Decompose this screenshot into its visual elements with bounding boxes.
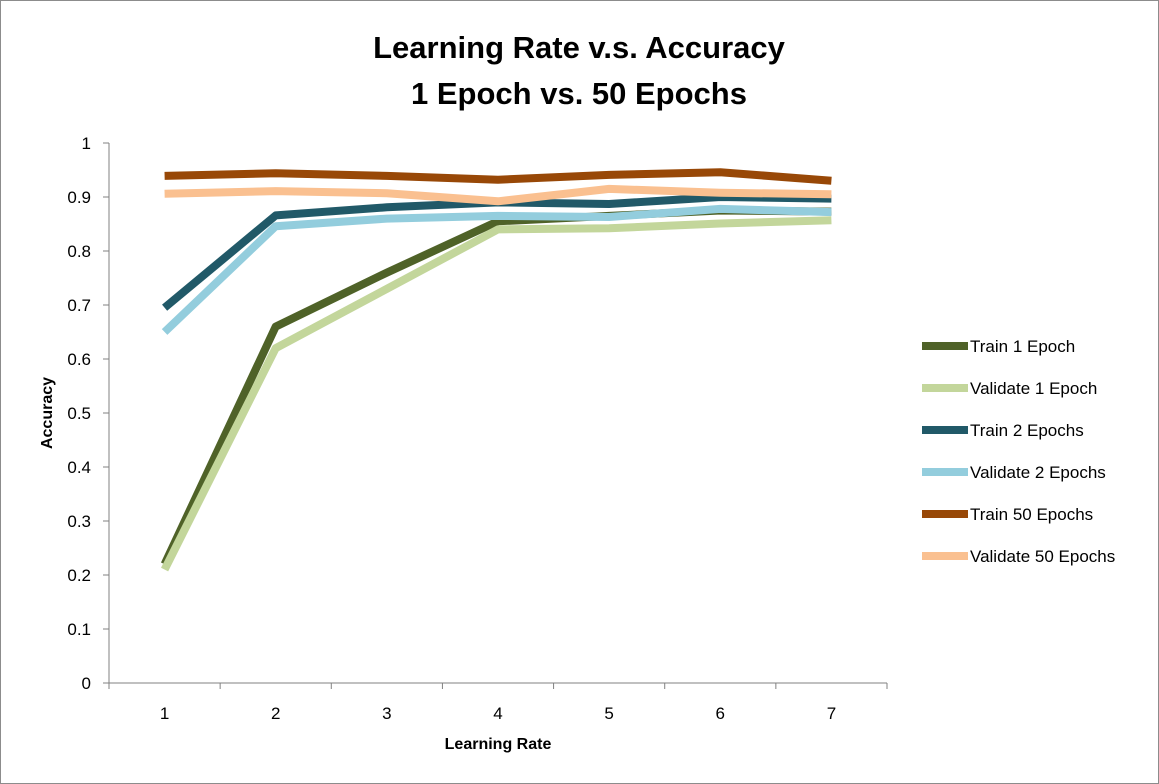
- x-axis-ticks: 1 2 3 4 5 6 7: [108, 683, 888, 723]
- x-tick-label: 2: [271, 704, 280, 723]
- y-tick-label: 0.9: [67, 188, 91, 207]
- y-tick-label: 0.6: [67, 350, 91, 369]
- y-tick-label: 0.4: [67, 458, 91, 477]
- series-line-validate-2-epochs: [161, 204, 832, 335]
- series-line-validate-50-epochs: [164, 184, 832, 206]
- y-tick-label: 0.5: [67, 404, 91, 423]
- legend-label: Train 2 Epochs: [970, 421, 1084, 440]
- y-tick-label: 0.3: [67, 512, 91, 531]
- y-tick-label: 1: [82, 134, 91, 153]
- y-tick-label: 0.8: [67, 242, 91, 261]
- y-axis-title: Accuracy: [39, 377, 56, 449]
- x-tick-label: 7: [827, 704, 836, 723]
- y-tick-label: 0.1: [67, 620, 91, 639]
- legend-label: Validate 1 Epoch: [970, 379, 1097, 398]
- series-line-train-50-epochs: [164, 168, 832, 185]
- chart-title: Learning Rate v.s. Accuracy 1 Epoch vs. …: [373, 30, 786, 111]
- x-tick-label: 4: [493, 704, 502, 723]
- legend-label: Train 50 Epochs: [970, 505, 1093, 524]
- legend-label: Validate 2 Epochs: [970, 463, 1106, 482]
- x-tick-label: 5: [604, 704, 613, 723]
- x-tick-label: 3: [382, 704, 391, 723]
- x-tick-label: 6: [716, 704, 725, 723]
- y-axis-ticks: 0 0.1 0.2 0.3 0.4 0.5 0.6 0.7 0.8 0.9 1: [67, 134, 109, 693]
- chart-title-line-1: Learning Rate v.s. Accuracy: [373, 30, 786, 65]
- x-axis-title: Learning Rate: [445, 736, 552, 753]
- legend-label: Validate 50 Epochs: [970, 547, 1115, 566]
- legend: Train 1 Epoch Validate 1 Epoch Train 2 Epo…: [922, 337, 1115, 566]
- series-line-train-1-epoch: [160, 206, 832, 566]
- series-lines: [160, 168, 832, 572]
- y-tick-label: 0.7: [67, 296, 91, 315]
- y-tick-label: 0.2: [67, 566, 91, 585]
- y-tick-label: 0: [82, 674, 91, 693]
- series-line-validate-1-epoch: [161, 216, 832, 572]
- x-tick-label: 1: [160, 704, 169, 723]
- chart-title-line-2: 1 Epoch vs. 50 Epochs: [411, 76, 747, 111]
- legend-label: Train 1 Epoch: [970, 337, 1075, 356]
